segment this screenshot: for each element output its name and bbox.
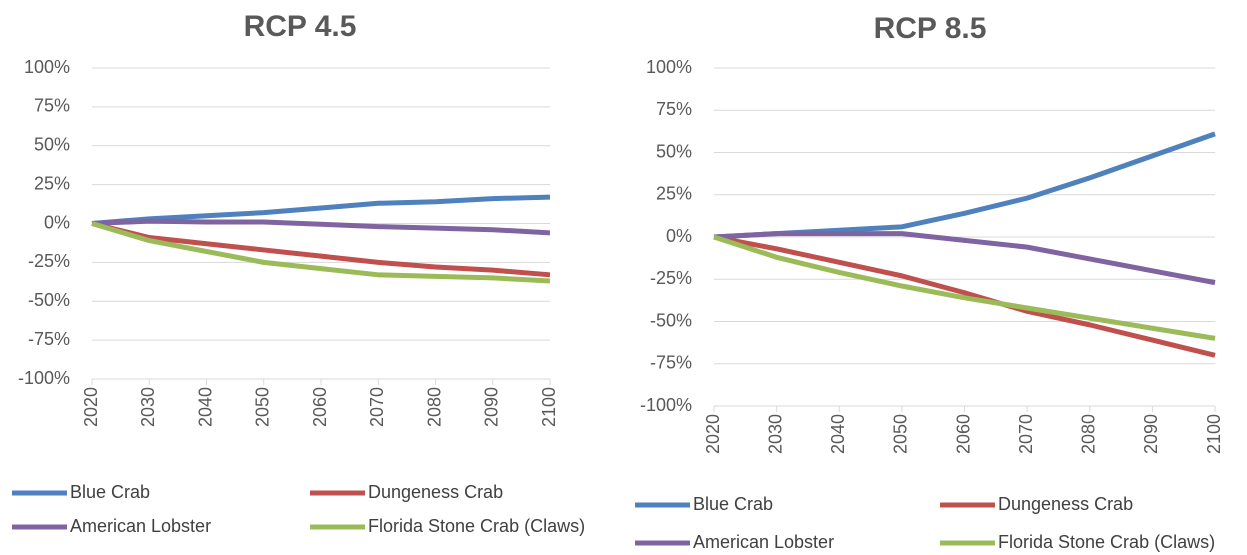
x-tick-label: 2080 [1079, 414, 1099, 454]
x-tick-label: 2060 [310, 387, 330, 427]
series-line [91, 194, 551, 226]
y-tick-label: 75% [656, 99, 692, 119]
y-tick-label: 50% [34, 135, 70, 155]
legend-label: Florida Stone Crab (Claws) [998, 532, 1215, 552]
series-line [91, 221, 551, 278]
x-tick-label: 2020 [81, 387, 101, 427]
y-tick-label: -50% [28, 290, 70, 310]
y-tick-label: 25% [34, 173, 70, 193]
x-tick-label: 2060 [953, 414, 973, 454]
y-tick-label: 75% [34, 96, 70, 116]
x-tick-label: 2100 [1204, 414, 1224, 454]
x-tick-label: 2100 [539, 387, 559, 427]
legend-label: Blue Crab [693, 494, 773, 514]
y-tick-label: -100% [18, 368, 70, 388]
chart-title: RCP 4.5 [244, 10, 357, 43]
legend-label: American Lobster [70, 516, 211, 536]
series-line [91, 218, 551, 236]
x-tick-label: 2030 [765, 414, 785, 454]
legend-label: Dungeness Crab [998, 494, 1133, 514]
series-line [713, 231, 1216, 286]
x-tick-label: 2050 [253, 387, 273, 427]
x-tick-label: 2040 [828, 414, 848, 454]
x-tick-label: 2050 [891, 414, 911, 454]
y-tick-label: -75% [650, 353, 692, 373]
x-tick-label: 2090 [1141, 414, 1161, 454]
series-line [713, 234, 1216, 341]
x-tick-label: 2030 [138, 387, 158, 427]
x-tick-label: 2090 [482, 387, 502, 427]
x-tick-label: 2070 [1016, 414, 1036, 454]
legend-label: Blue Crab [70, 482, 150, 502]
chart-title: RCP 8.5 [874, 12, 987, 45]
series-line [713, 234, 1216, 358]
x-tick-label: 2020 [703, 414, 723, 454]
y-tick-label: -75% [28, 329, 70, 349]
y-tick-label: 0% [666, 226, 692, 246]
legend-label: Florida Stone Crab (Claws) [368, 516, 585, 536]
y-tick-label: 100% [24, 57, 70, 77]
y-tick-label: -100% [640, 395, 692, 415]
series-line [713, 131, 1216, 240]
legend-label: Dungeness Crab [368, 482, 503, 502]
y-tick-label: 50% [656, 141, 692, 161]
legend-label: American Lobster [693, 532, 834, 552]
series-line [91, 221, 551, 284]
y-tick-label: -25% [650, 268, 692, 288]
x-tick-label: 2080 [424, 387, 444, 427]
y-tick-label: -25% [28, 251, 70, 271]
y-tick-label: 0% [44, 212, 70, 232]
y-tick-label: 25% [656, 184, 692, 204]
x-tick-label: 2070 [367, 387, 387, 427]
y-tick-label: 100% [646, 57, 692, 77]
y-tick-label: -50% [650, 310, 692, 330]
x-tick-label: 2040 [195, 387, 215, 427]
